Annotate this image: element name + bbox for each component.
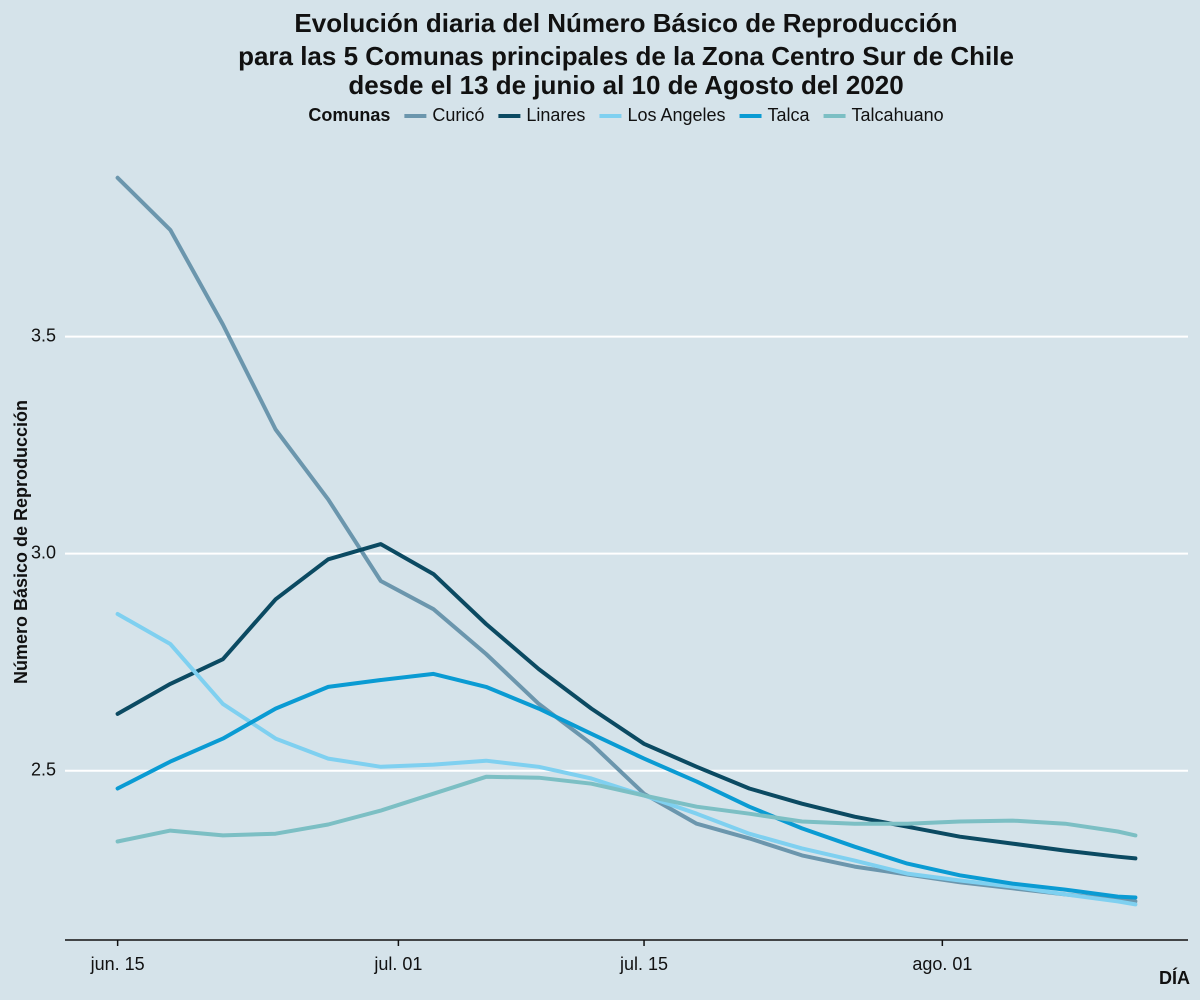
x-tick-label: ago. 01 — [912, 954, 972, 974]
series-line — [115, 774, 1138, 844]
legend-label: Talcahuano — [852, 105, 944, 125]
x-axis-label: DÍA — [1159, 967, 1190, 988]
x-tick-label: jul. 01 — [373, 954, 422, 974]
series-line — [115, 542, 1138, 861]
legend-label: Linares — [526, 105, 585, 125]
series-line — [115, 671, 1138, 900]
x-tick-label: jul. 15 — [619, 954, 668, 974]
legend: Comunas Curicó Linares Los Angeles Talca Talc… — [308, 105, 943, 125]
y-tick-label: 3.5 — [31, 325, 56, 345]
legend-label: Curicó — [432, 105, 484, 125]
legend-label: Talca — [768, 105, 811, 125]
chart-title: desde el 13 de junio al 10 de Agosto del… — [348, 70, 903, 100]
legend-label: Los Angeles — [627, 105, 725, 125]
x-tick-label: jun. 15 — [90, 954, 145, 974]
chart-title: para las 5 Comunas principales de la Zon… — [238, 41, 1014, 71]
y-tick-label: 2.5 — [31, 759, 56, 779]
y-axis-label: Número Básico de Reproducción — [11, 400, 31, 684]
chart-title: Evolución diaria del Número Básico de Re… — [294, 8, 957, 38]
y-tick-label: 3.0 — [31, 542, 56, 562]
legend-title: Comunas — [308, 105, 390, 125]
